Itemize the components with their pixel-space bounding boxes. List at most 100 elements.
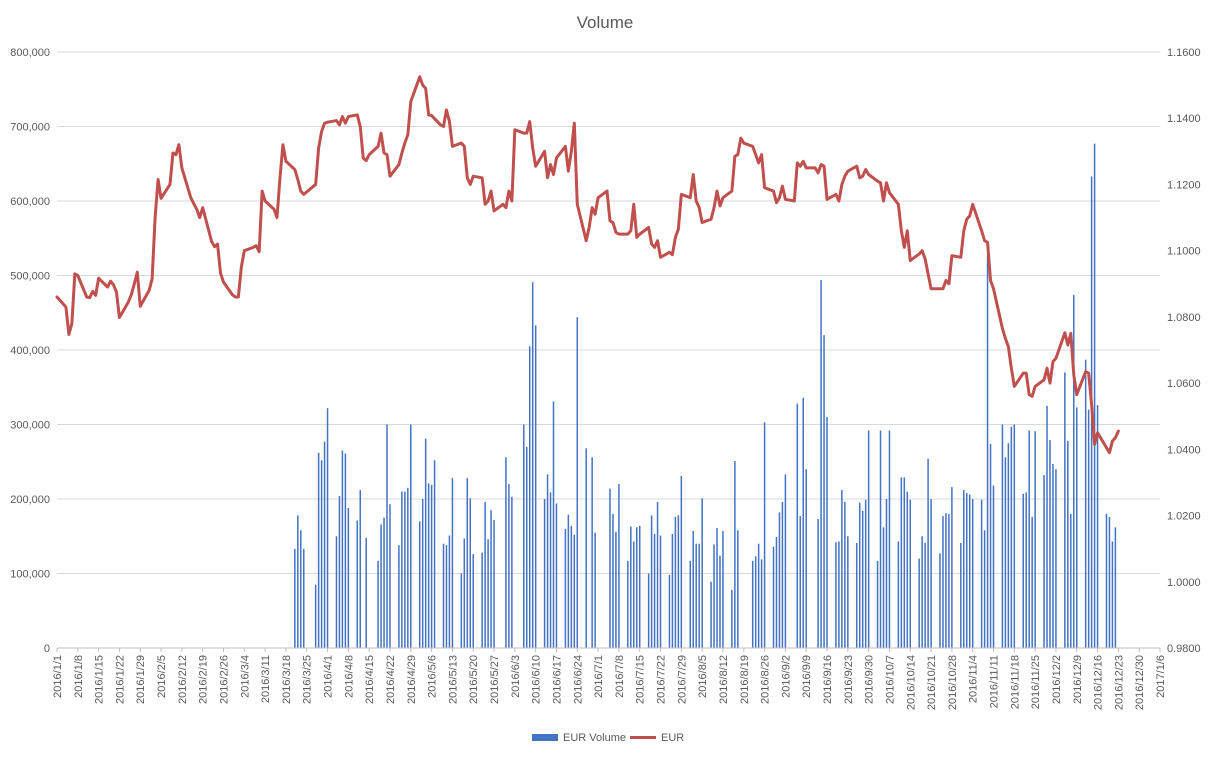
- volume-bar: [552, 401, 555, 648]
- volume-bar: [404, 491, 406, 648]
- left-tick-label: 100,000: [10, 569, 50, 581]
- volume-bar: [796, 403, 799, 648]
- volume-bar: [701, 498, 703, 648]
- x-tick-label: 2016/9/16: [822, 655, 834, 704]
- volume-bar: [927, 458, 929, 648]
- legend-label-eur-volume: EUR Volume: [563, 732, 626, 744]
- x-tick-label: 2016/9/30: [864, 655, 876, 704]
- x-tick-label: 2016/6/3: [510, 655, 522, 698]
- volume-bar: [674, 516, 677, 648]
- volume-bar: [300, 530, 302, 648]
- volume-bar: [615, 531, 617, 648]
- volume-bar: [734, 461, 736, 648]
- x-tick-label: 2016/7/1: [593, 655, 605, 698]
- x-tick-label: 2016/5/13: [447, 655, 459, 704]
- volume-bar: [698, 543, 700, 648]
- volume-bar: [591, 457, 593, 648]
- x-tick-label: 2016/12/16: [1093, 655, 1105, 710]
- volume-bar: [992, 485, 995, 648]
- volume-bar: [356, 520, 359, 648]
- volume-bar: [680, 475, 683, 648]
- volume-bar: [463, 538, 466, 648]
- volume-bar: [1028, 430, 1030, 648]
- volume-bar: [900, 477, 903, 648]
- volume-bar: [1114, 527, 1117, 648]
- volume-bar: [338, 496, 341, 648]
- volume-bar: [1046, 405, 1048, 649]
- x-tick-label: 2016/1/8: [73, 655, 85, 698]
- volume-bar: [817, 519, 819, 648]
- volume-bar: [951, 487, 953, 648]
- volume-bar: [844, 501, 846, 648]
- x-tick-label: 2016/9/23: [843, 655, 855, 704]
- volume-bar: [1084, 359, 1087, 648]
- x-tick-label: 2016/11/25: [1030, 655, 1042, 709]
- volume-bar: [424, 438, 427, 648]
- volume-bar: [421, 499, 424, 648]
- volume-bar: [1052, 463, 1054, 648]
- volume-bar: [1010, 426, 1013, 648]
- volume-bar: [921, 536, 923, 648]
- x-tick-label: 2016/2/19: [198, 655, 210, 704]
- volume-bar: [389, 504, 391, 648]
- volume-bar: [1064, 372, 1066, 648]
- volume-bar: [469, 498, 471, 648]
- right-tick-label: 1.0800: [1167, 312, 1201, 324]
- volume-bar: [1034, 431, 1036, 648]
- volume-bar: [638, 525, 641, 648]
- volume-bar: [968, 494, 971, 648]
- volume-bar: [1087, 409, 1090, 648]
- volume-bar: [609, 488, 611, 648]
- volume-bar: [1076, 407, 1078, 648]
- volume-bar: [1049, 440, 1051, 648]
- volume-bar: [451, 478, 454, 648]
- right-tick-label: 1.1400: [1167, 113, 1201, 125]
- right-tick-label: 1.0000: [1167, 577, 1201, 589]
- volume-bar: [847, 536, 849, 648]
- volume-bar: [692, 531, 694, 648]
- volume-bar: [876, 560, 879, 648]
- volume-bar: [1067, 440, 1069, 648]
- volume-bar: [472, 554, 474, 648]
- volume-bar: [835, 542, 837, 648]
- x-tick-label: 2016/12/30: [1134, 655, 1146, 710]
- volume-bar: [418, 521, 421, 648]
- volume-bar: [386, 424, 388, 648]
- volume-bar: [445, 545, 448, 648]
- volume-bar: [326, 408, 329, 648]
- volume-bar: [317, 452, 320, 648]
- volume-bar: [757, 543, 760, 648]
- volume-bar: [543, 499, 546, 648]
- volume-bar: [778, 512, 781, 648]
- volume-bar: [1004, 457, 1007, 648]
- volume-bar: [508, 484, 510, 648]
- x-tick-label: 2016/2/5: [156, 655, 168, 698]
- volume-bars: [294, 143, 1117, 649]
- volume-bar: [784, 474, 787, 648]
- x-tick-label: 2016/12/23: [1113, 655, 1125, 710]
- volume-bar: [570, 525, 573, 648]
- volume-bar: [294, 548, 296, 648]
- volume-bar: [647, 573, 650, 648]
- left-tick-label: 200,000: [10, 494, 50, 506]
- volume-bar: [867, 430, 870, 648]
- volume-bar: [594, 532, 596, 648]
- volume-bar: [668, 574, 671, 648]
- volume-bar: [407, 487, 409, 648]
- x-tick-label: 2016/1/15: [94, 655, 106, 704]
- volume-bar: [737, 530, 739, 648]
- x-tick-label: 2016/10/7: [884, 655, 896, 704]
- right-tick-label: 1.1200: [1167, 179, 1201, 191]
- volume-bar: [930, 499, 932, 648]
- volume-bar: [630, 526, 632, 648]
- x-tick-label: 2016/5/27: [489, 655, 501, 704]
- volume-bar: [781, 501, 784, 648]
- volume-bar: [1070, 513, 1072, 648]
- volume-bar: [751, 560, 754, 648]
- volume-bar: [918, 558, 920, 648]
- x-tick-label: 2016/11/11: [989, 655, 1001, 708]
- volume-bar: [713, 544, 715, 648]
- volume-bar: [841, 490, 843, 648]
- volume-bar: [427, 483, 430, 648]
- x-tick-label: 2016/3/18: [281, 655, 293, 704]
